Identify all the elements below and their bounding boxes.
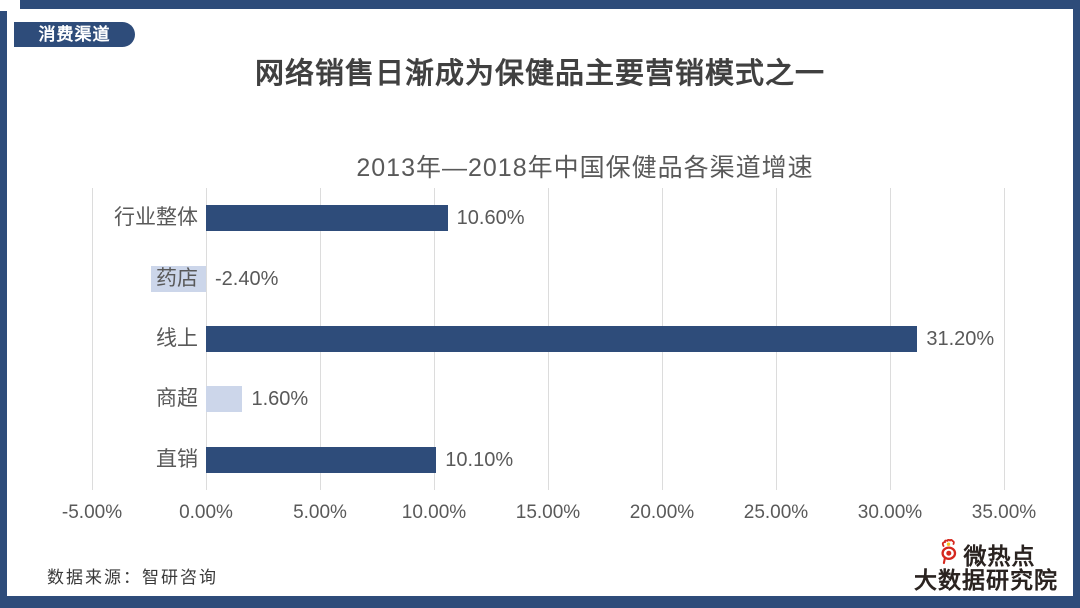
brand-logo-subname: 大数据研究院 [914, 567, 1058, 593]
weibo-eye-icon [937, 538, 961, 570]
x-axis-tick-label: 30.00% [857, 502, 923, 523]
x-axis-tick-label: 20.00% [629, 502, 695, 523]
frame-bottom-border [0, 596, 1080, 608]
bar-行业整体 [206, 205, 448, 232]
category-label-药店: 药店 [156, 266, 198, 290]
x-axis-tick-label: 15.00% [515, 502, 581, 523]
data-source-note: 数据来源：智研咨询 [47, 568, 218, 587]
value-label-行业整体: 10.60% [456, 207, 525, 230]
x-axis-tick-label: -5.00% [61, 502, 123, 523]
gridline--5.00% [92, 188, 93, 490]
bar-药店 [151, 265, 206, 292]
frame-left-border [0, 11, 7, 608]
x-axis-tick-label: 35.00% [971, 502, 1037, 523]
category-label-直销: 直销 [156, 447, 198, 471]
brand-logo-name: 微热点 [963, 543, 1036, 569]
value-label-直销: 10.10% [445, 448, 514, 471]
gridline-35.00% [1004, 188, 1005, 490]
x-axis-tick-label: 5.00% [293, 502, 347, 523]
bar-线上 [206, 326, 918, 352]
section-badge: 消费渠道 [14, 22, 135, 47]
x-axis-tick-label: 25.00% [743, 502, 809, 523]
value-label-药店: -2.40% [215, 267, 279, 290]
category-label-商超: 商超 [156, 387, 198, 411]
category-label-行业整体: 行业整体 [114, 206, 198, 230]
brand-logo: 微热点 大数据研究院 [914, 538, 1058, 593]
frame-top-border [20, 0, 1080, 9]
value-label-线上: 31.20% [926, 328, 995, 350]
page-title: 网络销售日渐成为保健品主要营销模式之一 [254, 58, 825, 90]
category-label-线上: 线上 [156, 327, 198, 350]
bar-商超 [206, 386, 243, 413]
value-label-商超: 1.60% [251, 388, 309, 411]
brand-logo-line1: 微热点 [914, 538, 1058, 570]
chart-title: 2013年—2018年中国保健品各渠道增速 [356, 154, 814, 182]
x-axis-tick-label: 0.00% [179, 502, 233, 523]
bar-直销 [206, 446, 437, 473]
x-axis-tick-label: 10.00% [401, 502, 467, 523]
frame-right-border [1073, 0, 1080, 608]
